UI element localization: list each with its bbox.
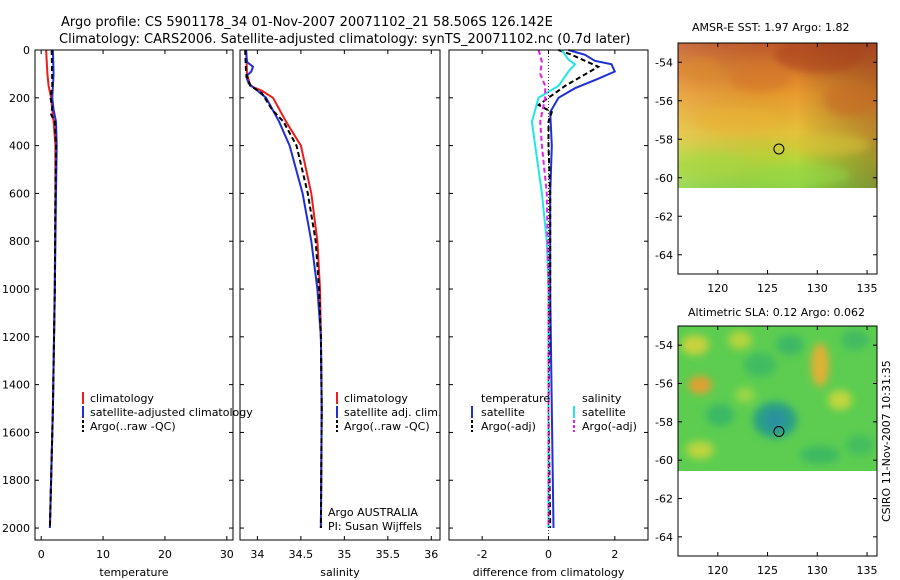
legend-label: Argo(..raw -QC): [90, 420, 176, 433]
y-tick-label: 400: [9, 140, 30, 153]
y-tick-label: 1200: [2, 331, 30, 344]
temperature-legend: climatology satellite-adjusted climatolo…: [82, 392, 253, 433]
series-difference-0: [549, 49, 617, 529]
x-tick-label: 30: [220, 548, 234, 561]
x-tick-label: 36: [424, 548, 438, 561]
x-tick-label: 20: [158, 548, 172, 561]
x-tick-label: 125: [757, 282, 778, 295]
y-tick-label: -54: [655, 339, 673, 352]
title-line-1: Argo profile: CS 5901178_34 01-Nov-2007 …: [61, 15, 553, 30]
annotation-argo-australia: Argo AUSTRALIA: [328, 506, 418, 519]
x-tick-label: 0: [38, 548, 45, 561]
y-tick-label: -54: [655, 56, 673, 69]
y-tick-label: -58: [655, 133, 673, 146]
sla-texture: [681, 330, 874, 464]
sla-map-title: Altimetric SLA: 0.12 Argo: 0.062: [688, 306, 865, 319]
x-tick-label: 120: [707, 282, 728, 295]
y-tick-label: 1000: [2, 283, 30, 296]
legend-label: climatology: [344, 392, 408, 405]
y-tick-label: 600: [9, 187, 30, 200]
x-tick-label: 10: [96, 548, 110, 561]
x-tick-label: 130: [807, 564, 828, 577]
series-salinity-1: [244, 49, 323, 529]
y-tick-label: -60: [655, 454, 673, 467]
y-tick-label: -58: [655, 416, 673, 429]
sst-texture: [678, 43, 876, 185]
series-salinity-2: [244, 49, 323, 529]
legend-heading-temperature: temperature: [481, 392, 550, 405]
y-tick-label: -62: [655, 210, 673, 223]
x-tick-label: 34: [250, 548, 264, 561]
sst-map-title: AMSR-E SST: 1.97 Argo: 1.82: [692, 21, 850, 34]
map-frame: [677, 325, 878, 557]
x-axis-label: temperature: [99, 566, 168, 579]
y-tick-label: -64: [655, 249, 673, 262]
x-axis-label: difference from climatology: [473, 566, 625, 579]
legend-label: climatology: [90, 392, 154, 405]
y-tick-label: -56: [655, 95, 673, 108]
sla-axes: 120 125 130 135 -54 -56 -58 -60 -62 -64: [655, 325, 878, 577]
map-frame: [677, 42, 878, 275]
y-tick-label: 800: [9, 235, 30, 248]
sst-field: [678, 43, 877, 188]
series-temperature-2: [48, 49, 58, 529]
y-tick-label: -62: [655, 493, 673, 506]
legend-heading-salinity: salinity: [582, 392, 622, 405]
legend-label: satellite: [481, 406, 525, 419]
sla-argo-marker: [773, 426, 785, 437]
y-tick-label: 2000: [2, 522, 30, 535]
y-tick-label: 1800: [2, 474, 30, 487]
title-line-2: Climatology: CARS2006. Satellite-adjuste…: [59, 32, 631, 47]
y-tick-label: 200: [9, 92, 30, 105]
legend-label: satellite: [582, 406, 626, 419]
difference-legend: temperature satellite Argo(-adj) salinit…: [471, 392, 637, 433]
series-salinity-0: [245, 49, 323, 529]
legend-label: Argo(-adj): [481, 420, 536, 433]
x-tick-label: 130: [807, 282, 828, 295]
y-tick-label: 0: [23, 44, 30, 57]
legend-label: Argo(..raw -QC): [344, 420, 430, 433]
x-tick-label: 2: [611, 548, 618, 561]
y-tick-label: -60: [655, 172, 673, 185]
x-tick-label: 35.5: [376, 548, 401, 561]
x-tick-label: -2: [477, 548, 488, 561]
y-tick-label: 1600: [2, 426, 30, 439]
difference-panel: -2 0 2 difference from climatology: [448, 49, 649, 579]
y-tick-label: -56: [655, 378, 673, 391]
sla-field: [678, 326, 877, 471]
x-axis-label: salinity: [320, 566, 360, 579]
annotation-pi: PI: Susan Wijffels: [328, 520, 422, 533]
legend-label: satellite adj. clim.: [344, 406, 441, 419]
salinity-legend: climatology satellite adj. clim. Argo(..…: [328, 392, 441, 533]
salinity-panel: 34 34.5 35 35.5 36 salinity: [239, 49, 441, 579]
x-tick-label: 125: [757, 564, 778, 577]
x-tick-label: 135: [857, 564, 878, 577]
y-tick-label: 1400: [2, 379, 30, 392]
x-tick-label: 35: [337, 548, 351, 561]
x-tick-label: 120: [707, 564, 728, 577]
y-tick-label: -64: [655, 531, 673, 544]
x-tick-label: 34.5: [289, 548, 314, 561]
series-difference-1: [536, 49, 601, 529]
side-timestamp: CSIRO 11-Nov-2007 10:31:35: [880, 360, 893, 522]
axes-frame: [239, 49, 441, 541]
x-tick-label: 135: [857, 282, 878, 295]
sst-map: AMSR-E SST: 1.97 Argo: 1.82 120 125 130 135…: [655, 21, 878, 295]
sst-argo-marker: [773, 143, 785, 155]
sla-map: Altimetric SLA: 0.12 Argo: 0.062: [655, 306, 878, 577]
temperature-panel: 0 10 20 30 0 200 400 600 800 1000 1200 1400 1600 1800…: [2, 44, 234, 579]
legend-label: satellite-adjusted climatology: [90, 406, 253, 419]
sst-axes: 120 125 130 135 -54 -56 -58 -60 -62 -64: [655, 42, 878, 295]
x-tick-label: 0: [545, 548, 552, 561]
series-difference-3: [537, 49, 550, 528]
axes-frame: [34, 49, 234, 541]
legend-label: Argo(-adj): [582, 420, 637, 433]
